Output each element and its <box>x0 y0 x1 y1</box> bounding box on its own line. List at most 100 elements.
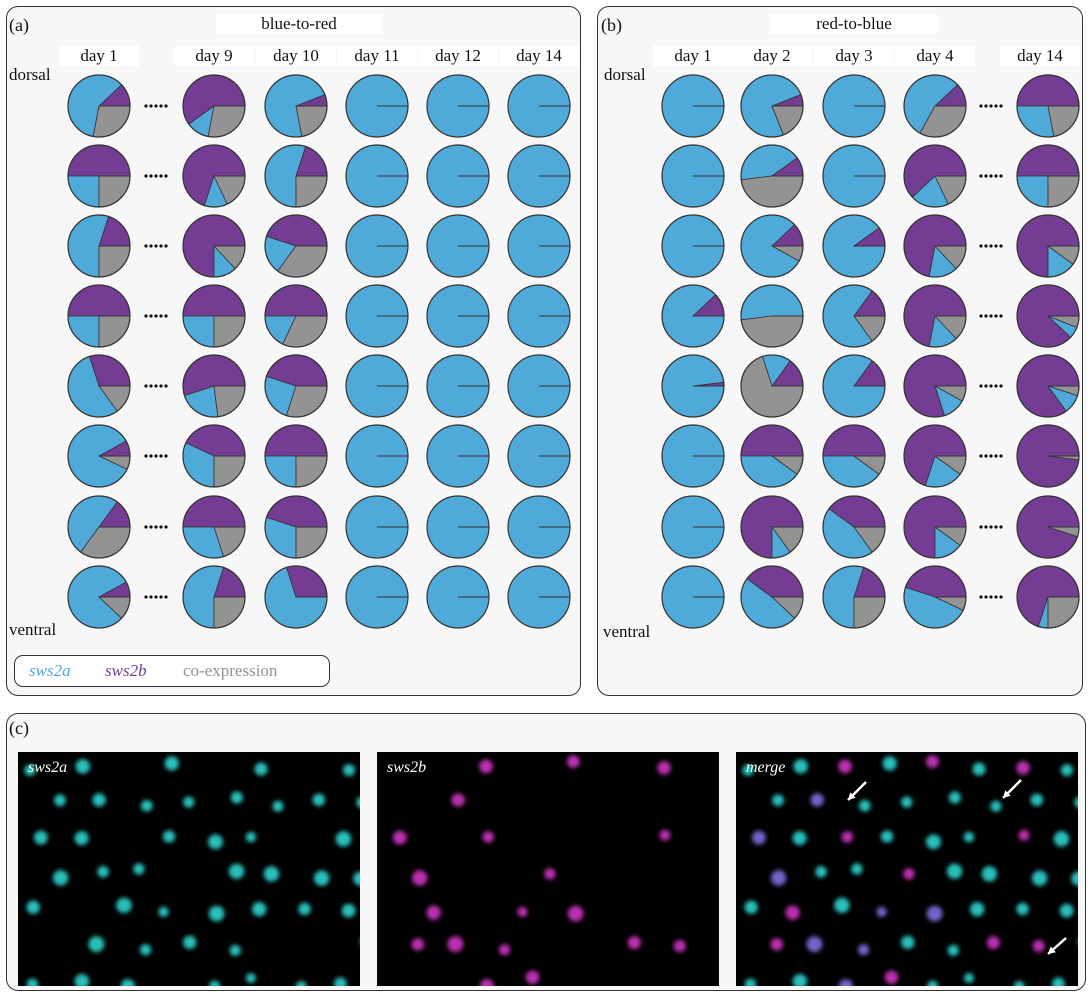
pie-b-r3-c2-outline <box>740 214 804 278</box>
cell-spot <box>451 793 465 807</box>
cell-spot <box>1031 870 1048 886</box>
pie-b-r8-c1-outline <box>661 565 725 629</box>
pie-a-r5-c2 <box>182 354 246 418</box>
pie-a-r2-c5-outline <box>426 144 490 208</box>
cell-spot <box>341 903 356 918</box>
cell-spot <box>158 906 169 917</box>
pie-a-r4-c3 <box>264 284 328 348</box>
ellipsis-dots <box>144 104 168 108</box>
pie-a-r8-c2 <box>182 565 246 629</box>
pie-b-r3-c5-outline <box>1016 214 1080 278</box>
pie-a-r3-c2-outline <box>182 214 246 278</box>
cell-spot <box>334 977 347 986</box>
pie-a-r8-c2-outline <box>182 565 246 629</box>
panel-a-label: (a) <box>9 15 29 35</box>
pie-a-r1-c1 <box>67 74 131 138</box>
ellipsis-dots <box>979 595 1003 599</box>
pie-b-r2-c5-outline <box>1016 144 1080 208</box>
cell-spot <box>742 764 754 776</box>
cell-spot <box>26 978 39 986</box>
pie-a-r8-c4-outline <box>345 565 409 629</box>
cell-spot <box>946 863 963 880</box>
cell-spot <box>426 905 441 920</box>
pie-a-r6-c5 <box>426 424 490 488</box>
pie-a-r3-c3 <box>264 214 328 278</box>
cell-spot <box>744 978 757 986</box>
cell-spot <box>245 831 257 843</box>
ellipsis-dots <box>979 104 1003 108</box>
cell-spot <box>884 970 899 985</box>
cell-spot <box>479 759 493 774</box>
pie-a-r7-c4 <box>345 495 409 559</box>
pie-b-r6-c4-outline <box>903 424 967 488</box>
pie-a-r6-c3-sws2b-slice <box>264 424 328 457</box>
pie-a-r6-c6 <box>507 424 571 488</box>
arrow-icon <box>847 781 867 801</box>
pie-b-r1-c1-outline <box>661 74 725 138</box>
pie-b-r3-c1 <box>661 214 725 278</box>
pie-b-r5-c3 <box>822 354 886 418</box>
ellipsis-dots <box>979 244 1003 248</box>
pie-b-r7-c1 <box>661 495 725 559</box>
pie-b-r5-c1-outline <box>661 354 725 418</box>
panel-a-title: blue-to-red <box>216 14 382 34</box>
cell-spot <box>793 759 809 774</box>
cell-spot <box>33 830 48 845</box>
pie-b-r6-c5 <box>1016 424 1080 488</box>
cell-spot <box>657 761 671 775</box>
pie-b-r1-c5 <box>1016 74 1080 138</box>
pie-b-r3-c2 <box>740 214 804 278</box>
pie-a-r1-c2 <box>182 74 246 138</box>
pie-a-r1-c1-outline <box>67 74 131 138</box>
panel-a-day-label: day 14 <box>499 46 579 66</box>
image-sws2a: sws2a <box>18 752 360 986</box>
cell-spot <box>751 830 766 845</box>
pie-a-r4-c6-outline <box>507 284 571 348</box>
pie-b-r5-c2 <box>740 354 804 418</box>
cell-spot <box>990 800 1002 812</box>
cell-spot <box>926 834 941 850</box>
cell-spot <box>245 973 256 984</box>
pie-b-r1-c5-sws2b-slice <box>1016 74 1080 107</box>
pie-a-r8-c3-outline <box>264 565 328 629</box>
cell-spot <box>447 936 464 953</box>
pie-b-r7-c3 <box>822 495 886 559</box>
ellipsis-dots <box>979 454 1003 458</box>
cell-spot <box>116 897 132 914</box>
image-merge: merge <box>736 752 1078 986</box>
cell-spot <box>963 973 974 984</box>
pie-b-r6-c1-outline <box>661 424 725 488</box>
pie-a-r6-c2-outline <box>182 424 246 488</box>
pie-a-r6-c3-outline <box>264 424 328 488</box>
pie-a-r1-c5 <box>426 74 490 138</box>
pie-a-r8-c6 <box>507 565 571 629</box>
pie-a-r8-c5 <box>426 565 490 629</box>
pie-a-r6-c5-outline <box>426 424 490 488</box>
cell-spot <box>498 944 511 956</box>
pie-b-r5-c4 <box>903 354 967 418</box>
pie-a-r7-c4-outline <box>345 495 409 559</box>
pie-b-r5-c3-outline <box>822 354 886 418</box>
cell-spot <box>857 944 870 956</box>
cell-spot <box>806 936 823 953</box>
legend-sws2a: sws2a <box>29 661 71 680</box>
pie-a-r7-c6-outline <box>507 495 571 559</box>
pie-b-r7-c1-outline <box>661 495 725 559</box>
pie-b-r7-c5 <box>1016 495 1080 559</box>
pie-a-r5-c1 <box>67 354 131 418</box>
pie-b-r1-c3-outline <box>822 74 886 138</box>
cell-spot <box>228 863 245 880</box>
panel-b-ventral-label: ventral <box>603 622 651 641</box>
cell-spot <box>254 762 268 776</box>
cell-spot <box>97 866 109 878</box>
cell-spot <box>392 830 407 845</box>
cell-spot <box>792 973 808 986</box>
pie-a-r7-c5 <box>426 495 490 559</box>
cell-spot <box>969 902 985 917</box>
pie-b-r1-c4 <box>903 74 967 138</box>
cell-spot <box>1032 939 1045 953</box>
cell-spot <box>673 939 686 953</box>
pie-a-r2-c6-outline <box>507 144 571 208</box>
pie-a-r2-c4-outline <box>345 144 409 208</box>
cell-spot <box>544 868 556 880</box>
